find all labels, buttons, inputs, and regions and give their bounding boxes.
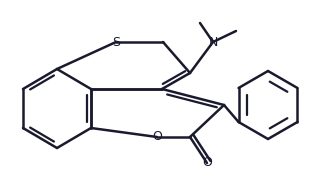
Text: O: O [152,130,162,144]
Text: S: S [112,36,120,48]
Text: O: O [202,157,212,169]
Text: N: N [208,36,218,48]
